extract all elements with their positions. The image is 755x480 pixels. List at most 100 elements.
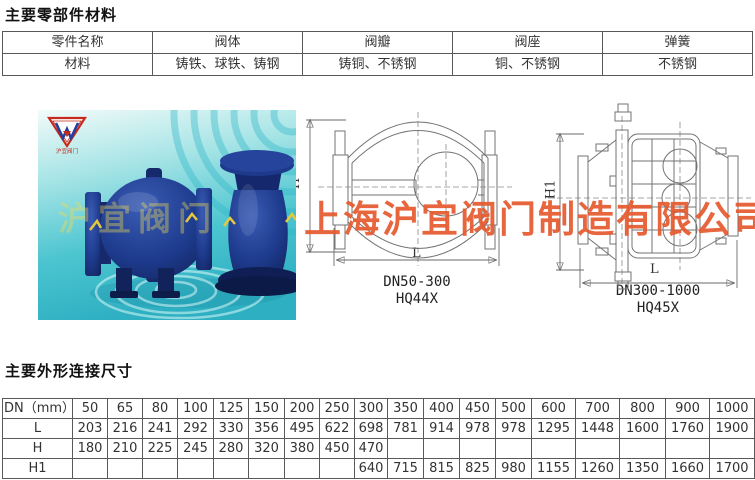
materials-cell: 铸铜、不锈钢	[302, 53, 453, 76]
dimensions-cell: 200	[284, 398, 320, 419]
dimensions-cell	[387, 438, 424, 459]
dimensions-cell	[72, 458, 108, 479]
dimensions-cell	[177, 458, 214, 479]
dimensions-row: H 180 210 225 245 280 320 380 450 470	[2, 438, 755, 459]
materials-header-row: 零件名称 阀体 阀瓣 阀座 弹簧	[2, 31, 753, 54]
dimensions-cell: 80	[142, 398, 178, 419]
dimensions-cell	[495, 438, 532, 459]
dimensions-cell: 125	[213, 398, 249, 419]
dimensions-cell: 292	[177, 418, 214, 439]
dimensions-cell: 450	[459, 398, 496, 419]
dimensions-table: DN（mm） 50 65 80 100 125 150 200 250 300 350 400 450 5…	[2, 398, 755, 479]
logo-caption: 沪宜阀门	[56, 147, 78, 155]
dimensions-cell: 978	[459, 418, 496, 439]
dimensions-cell	[619, 438, 666, 459]
dimensions-cell: 380	[284, 438, 320, 459]
dimensions-cell: 330	[213, 418, 249, 439]
dimensions-cell	[248, 458, 285, 479]
dimensions-cell: 250	[319, 398, 355, 419]
dimensions-cell	[107, 458, 143, 479]
materials-cell: 铸铁、球铁、铸钢	[152, 53, 303, 76]
section-title-materials: 主要零部件材料	[5, 6, 118, 24]
dimensions-cell: 280	[213, 438, 249, 459]
dimensions-cell	[665, 438, 710, 459]
dimensions-cell: 698	[354, 418, 388, 439]
dimensions-cell: 500	[495, 398, 532, 419]
dimensions-cell: 300	[354, 398, 388, 419]
dimensions-cell: 1760	[665, 418, 710, 439]
drawing1-caption-range: DN50-300	[383, 274, 451, 290]
materials-header-cell: 阀瓣	[302, 31, 453, 54]
dimensions-cell: 350	[387, 398, 424, 419]
dimensions-cell	[709, 438, 755, 459]
dimensions-cell: 914	[423, 418, 460, 439]
technical-drawing-hq45x	[548, 103, 751, 290]
dimensions-row: L 203 216 241 292 330 356 495 622 698 781 914 978 978…	[2, 418, 755, 439]
dimensions-cell: 1660	[665, 458, 710, 479]
dimensions-cell: 100	[177, 398, 214, 419]
materials-cell: 铜、不锈钢	[452, 53, 603, 76]
dimensions-row-header: H1	[2, 458, 73, 479]
section-title-dimensions: 主要外形连接尺寸	[5, 362, 134, 380]
dimensions-cell: 400	[423, 398, 460, 419]
company-watermark: 上海沪宜阀门制造有限公司	[304, 197, 755, 241]
dimensions-row-header: L	[2, 418, 73, 439]
dimensions-row-header: H	[2, 438, 73, 459]
dimensions-cell: 715	[387, 458, 424, 479]
dimensions-row: H1 640 715 815 825 980 1155 1260 1350 1660 1700	[2, 458, 755, 479]
dimensions-cell: 65	[107, 398, 143, 419]
dimensions-cell: 216	[107, 418, 143, 439]
dimensions-cell: 241	[142, 418, 178, 439]
technical-drawing-hq44x	[306, 112, 512, 266]
dimensions-cell: 210	[107, 438, 143, 459]
dimensions-cell	[142, 458, 178, 479]
materials-cell: 不锈钢	[602, 53, 753, 76]
valve-right	[215, 150, 305, 296]
drawing2-caption-model: HQ45X	[636, 300, 680, 316]
dim-label-l-2: L	[650, 262, 659, 277]
dimensions-cell	[459, 438, 496, 459]
materials-table: 零件名称 阀体 阀瓣 阀座 弹簧 材料 铸铁、球铁、铸钢 铸铜、不锈钢 铜、不锈钢 不锈钢	[2, 31, 753, 76]
dimensions-cell	[284, 458, 320, 479]
dimensions-cell: 245	[177, 438, 214, 459]
dimensions-cell	[531, 438, 576, 459]
drawing1-caption-model: HQ44X	[395, 291, 439, 307]
dimensions-cell: 1000	[709, 398, 755, 419]
dimensions-cell: 1350	[619, 458, 666, 479]
dimensions-cell: 640	[354, 458, 388, 479]
dimensions-cell: 1295	[531, 418, 576, 439]
dimensions-cell	[423, 438, 460, 459]
dimensions-cell: 225	[142, 438, 178, 459]
dimensions-cell	[319, 458, 355, 479]
photo-watermark: 沪宜阀门	[58, 199, 218, 238]
materials-data-row: 材料 铸铁、球铁、铸钢 铸铜、不锈钢 铜、不锈钢 不锈钢	[2, 53, 753, 76]
materials-header-cell: 阀座	[452, 31, 603, 54]
dimensions-cell: 356	[248, 418, 285, 439]
dimensions-cell: 781	[387, 418, 424, 439]
dim-label-l-1: L	[412, 246, 421, 261]
materials-header-cell: 弹簧	[602, 31, 753, 54]
dimensions-cell: 825	[459, 458, 496, 479]
dimensions-cell: 700	[575, 398, 620, 419]
dimensions-cell: 800	[619, 398, 666, 419]
dimensions-cell: 980	[495, 458, 532, 479]
dimensions-cell: 203	[72, 418, 108, 439]
dimensions-cell: 450	[319, 438, 355, 459]
valve-left	[85, 168, 212, 298]
dimensions-cell: 50	[72, 398, 108, 419]
dimensions-cell: 470	[354, 438, 388, 459]
materials-cell: 材料	[2, 53, 153, 76]
dimensions-cell: 978	[495, 418, 532, 439]
dimensions-cell	[575, 438, 620, 459]
dimensions-cell: 1700	[709, 458, 755, 479]
dimensions-row-header: DN（mm）	[2, 398, 73, 419]
dimensions-cell: 1448	[575, 418, 620, 439]
dimensions-cell: 1155	[531, 458, 576, 479]
brand-logo-icon: 沪宜阀门	[46, 116, 88, 155]
dimensions-row: DN（mm） 50 65 80 100 125 150 200 250 300 350 400 450 5…	[2, 398, 755, 419]
dimensions-cell: 320	[248, 438, 285, 459]
dimensions-cell: 1260	[575, 458, 620, 479]
dimensions-cell: 815	[423, 458, 460, 479]
materials-header-cell: 零件名称	[2, 31, 153, 54]
